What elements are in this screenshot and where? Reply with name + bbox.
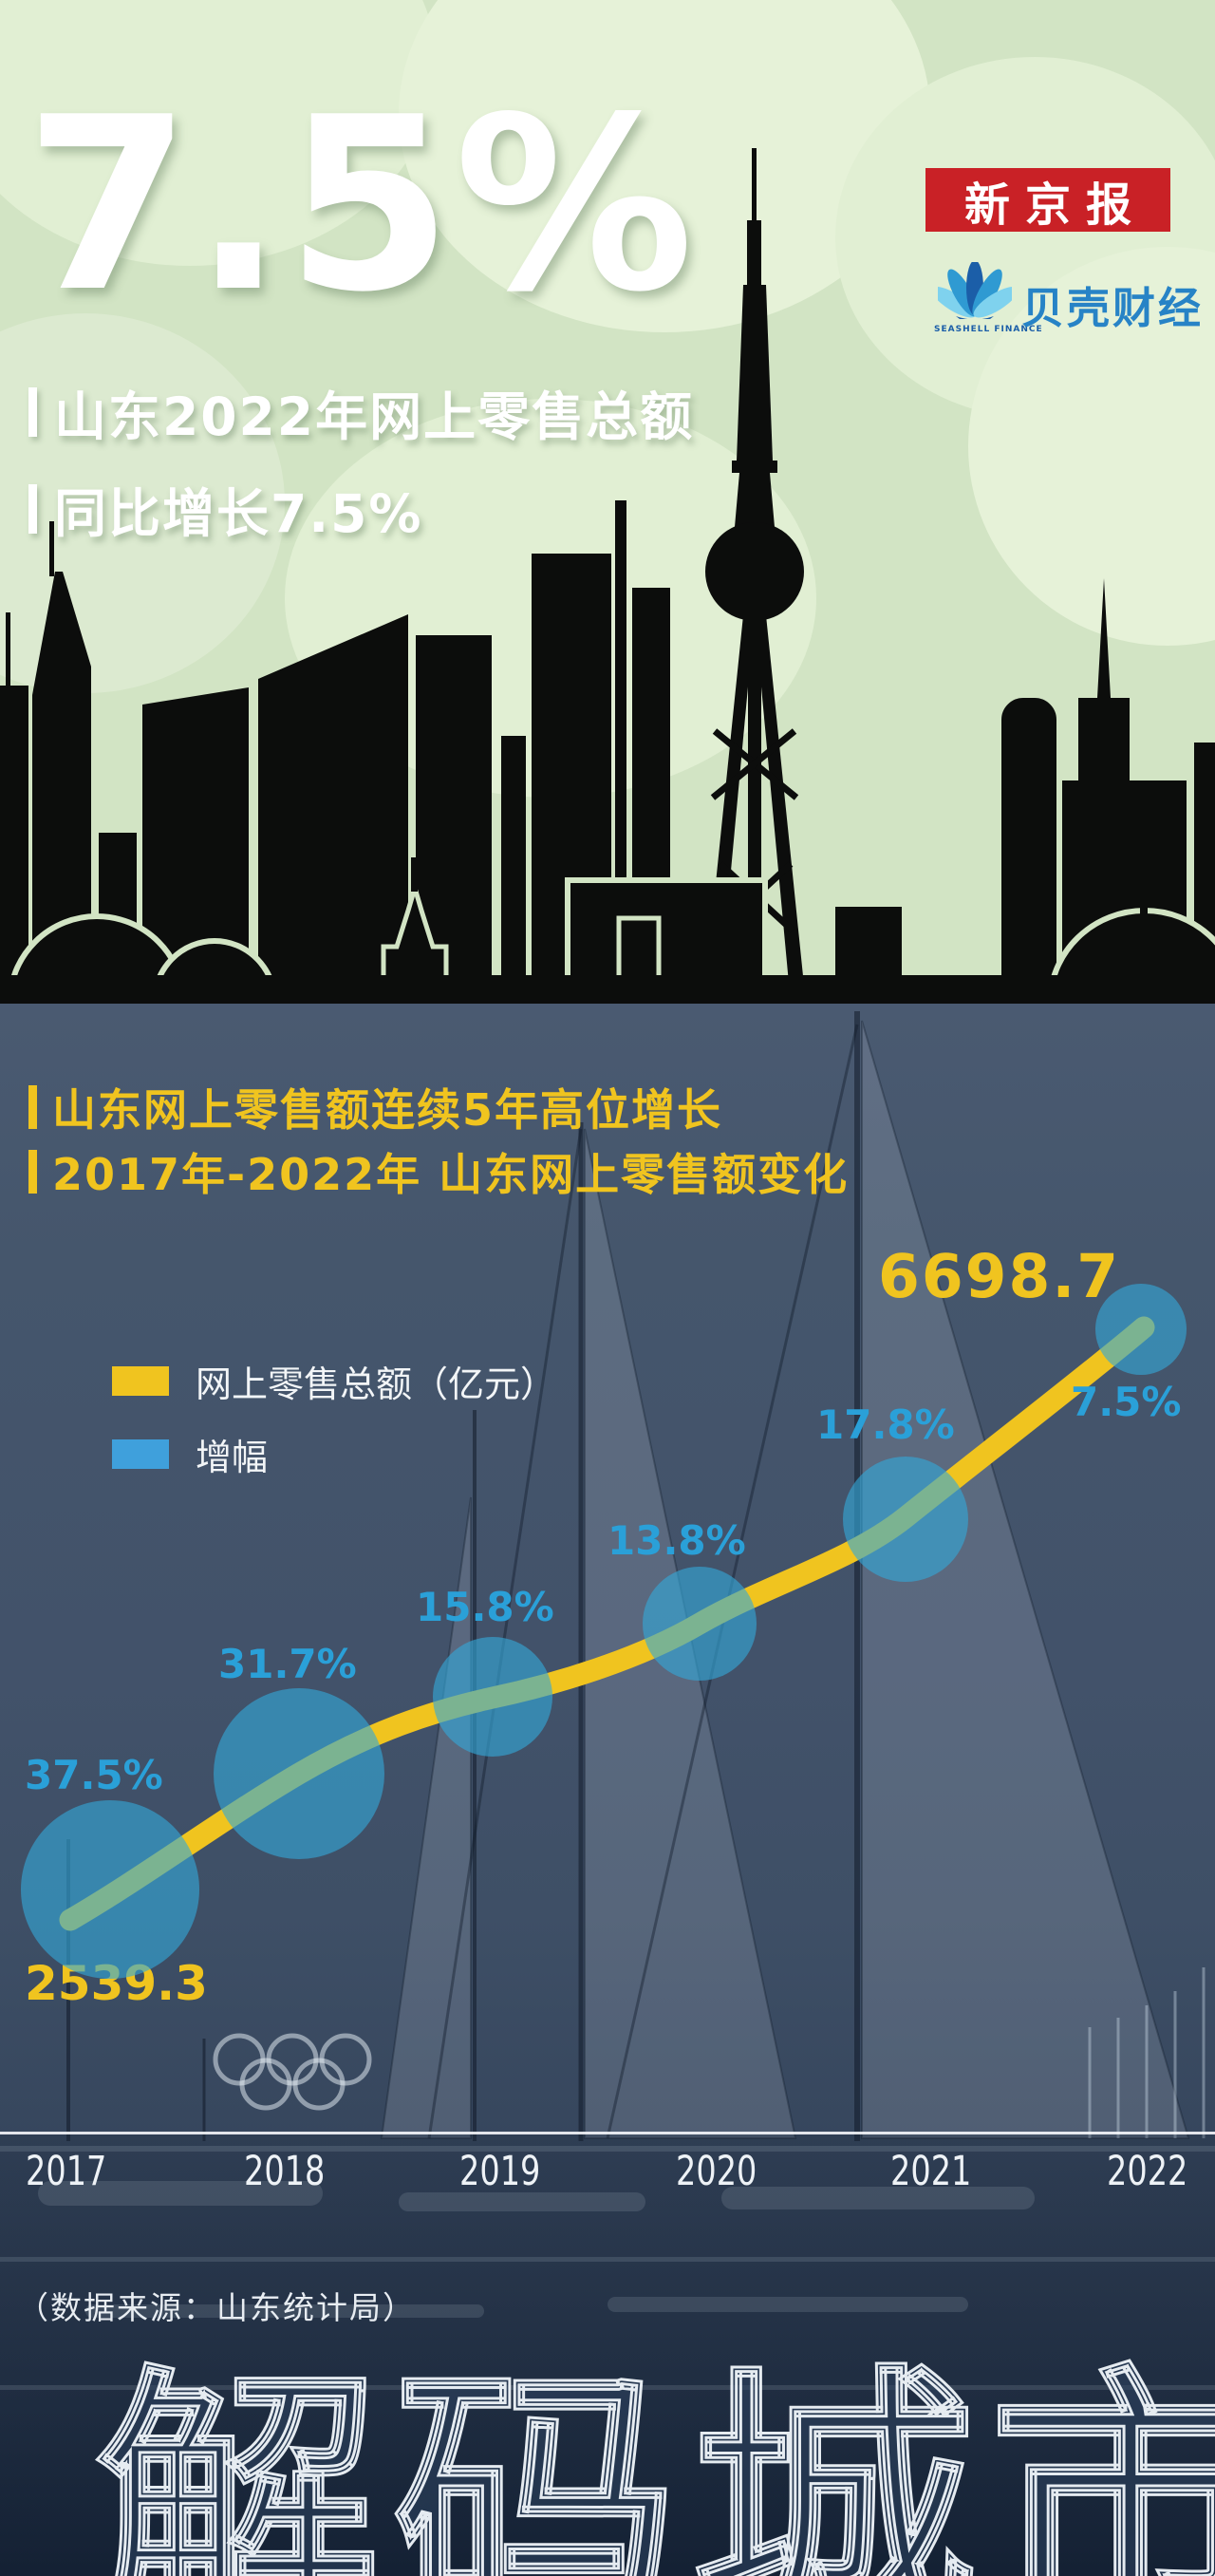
growth-bubble-2019 (433, 1637, 552, 1757)
sailboat-photo-backdrop (0, 1011, 1215, 2576)
shell-finance-name: 贝壳财经 (1021, 283, 1205, 333)
seashell-finance-subtext: SEASHELL FINANCE (934, 325, 1043, 334)
seashell-icon (931, 260, 1019, 322)
series-watermark: 解码城市 (94, 2343, 1215, 2576)
shell-finance-logo: SEASHELL FINANCE 贝壳财经 (931, 260, 1205, 335)
x-tick-2017: 2017 (26, 2148, 107, 2195)
accent-bar (28, 484, 37, 534)
x-tick-2018: 2018 (244, 2148, 326, 2195)
x-tick-2020: 2020 (676, 2148, 757, 2195)
x-tick-2019: 2019 (459, 2148, 541, 2195)
section-title-line-1: 山东网上零售额连续5年高位增长 (28, 1076, 722, 1138)
hero-subtitle-line-2: 同比增长7.5% (28, 471, 694, 547)
legend-swatch-total (112, 1366, 169, 1396)
beijing-news-logo: 新京报 (925, 168, 1170, 232)
olympic-rings (213, 2033, 372, 2111)
hero-subtitle: 山东2022年网上零售总额 同比增长7.5% (28, 374, 694, 568)
growth-bubble-2018 (214, 1688, 384, 1859)
growth-label-2022: 7.5% (1071, 1379, 1182, 1425)
chart-legend: 网上零售总额（亿元） 增幅 (112, 1355, 556, 1501)
accent-bar (28, 387, 37, 437)
growth-bubble-2020 (643, 1567, 757, 1681)
chart-section: 山东网上零售额连续5年高位增长 2017年-2022年 山东网上零售额变化 网上… (0, 1004, 1215, 2576)
growth-label-2018: 31.7% (218, 1641, 357, 1687)
hero-section: 7.5% 山东2022年网上零售总额 同比增长7.5% 新京报 (0, 0, 1215, 1004)
growth-bubble-2017 (21, 1800, 199, 1979)
hero-subtitle-line-1: 山东2022年网上零售总额 (28, 374, 694, 450)
x-tick-2022: 2022 (1107, 2148, 1188, 2195)
legend-swatch-growth (112, 1439, 169, 1469)
growth-bubble-2021 (843, 1457, 968, 1582)
accent-bar (28, 1085, 37, 1129)
accent-bar (28, 1150, 37, 1194)
headline-stat: 7.5% (25, 66, 696, 345)
growth-label-2021: 17.8% (816, 1401, 955, 1448)
legend-item-total: 网上零售总额（亿元） (112, 1355, 556, 1407)
growth-label-2017: 37.5% (25, 1752, 163, 1798)
data-source-note: （数据来源：山东统计局） (17, 2289, 416, 2326)
growth-label-2019: 15.8% (416, 1584, 554, 1630)
city-skyline-silhouette (0, 500, 1215, 1004)
x-tick-2021: 2021 (890, 2148, 972, 2195)
section-title-line-2: 2017年-2022年 山东网上零售额变化 (28, 1140, 849, 1203)
trend-line (59, 1316, 1155, 1931)
legend-item-growth: 增幅 (112, 1428, 556, 1480)
growth-label-2020: 13.8% (608, 1517, 746, 1564)
data-label-2022-value: 6698.7 (878, 1242, 1121, 1311)
x-axis-line (0, 2132, 1215, 2134)
growth-bubble-2022 (1095, 1284, 1187, 1375)
